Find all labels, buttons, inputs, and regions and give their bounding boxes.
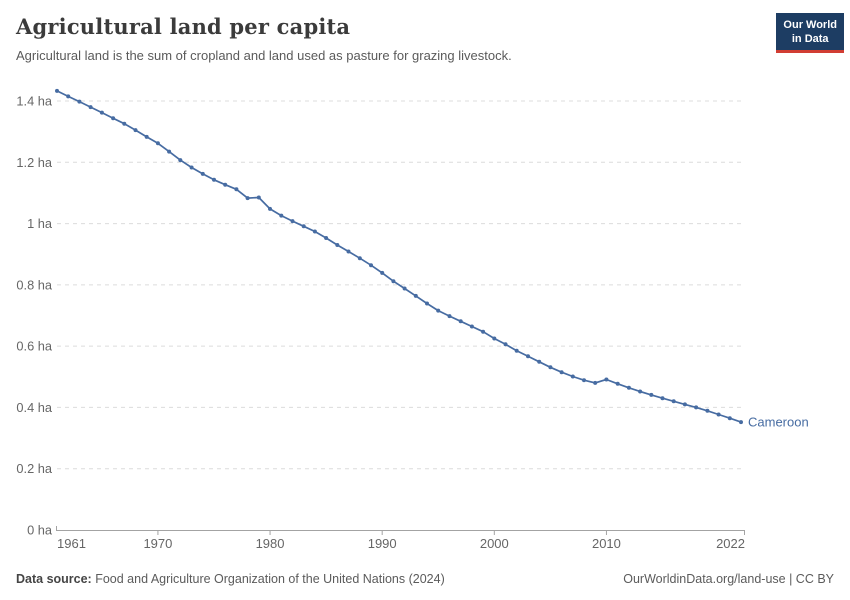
data-point (548, 365, 553, 370)
y-axis-tick-label: 0.6 ha (16, 339, 52, 354)
data-line (56, 90, 742, 423)
data-point (593, 380, 598, 385)
owid-logo-line2: in Data (791, 33, 829, 46)
x-axis-tick-label: 1990 (368, 536, 397, 551)
data-point (133, 128, 138, 133)
data-point (357, 256, 362, 261)
x-axis-tick-label: 1961 (57, 536, 86, 551)
data-point (99, 110, 104, 115)
data-point (391, 279, 396, 284)
data-point (526, 354, 530, 359)
data-point (301, 224, 306, 229)
x-axis-tick-label: 2010 (592, 536, 621, 551)
y-axis-tick-label: 1.2 ha (16, 155, 52, 170)
chart-header: Agricultural land per capita Agricultura… (16, 14, 760, 65)
data-point (155, 141, 160, 146)
data-point (570, 374, 575, 379)
data-point (425, 301, 429, 306)
x-axis-tick-label: 1980 (256, 536, 285, 551)
data-point (200, 171, 205, 176)
data-point (279, 213, 284, 218)
data-point (503, 342, 508, 347)
data-point (144, 134, 149, 139)
page-title: Agricultural land per capita (16, 14, 351, 39)
data-point (469, 324, 474, 329)
data-point (458, 319, 463, 324)
data-source: Data source: Food and Agriculture Organi… (16, 572, 445, 586)
data-point (660, 396, 665, 401)
data-point (559, 370, 564, 375)
data-point (413, 293, 418, 298)
data-point (223, 182, 228, 187)
data-point (727, 416, 732, 421)
data-point (290, 219, 295, 224)
data-source-label: Data source: (16, 572, 92, 586)
series-end-label: Cameroon (748, 415, 809, 430)
data-point (671, 399, 676, 404)
data-point (447, 314, 452, 319)
data-point (335, 243, 340, 247)
data-point (122, 121, 127, 126)
data-point (66, 94, 71, 99)
data-point (481, 329, 486, 334)
y-axis-tick-label: 1 ha (27, 216, 53, 231)
data-source-text: Food and Agriculture Organization of the… (95, 572, 445, 586)
y-axis-tick-label: 0.8 ha (16, 277, 52, 292)
data-point (324, 236, 329, 240)
owid-logo-line1: Our World (783, 19, 837, 31)
data-point (436, 308, 441, 313)
data-point (380, 270, 385, 275)
data-point (649, 392, 654, 397)
data-point (626, 385, 631, 390)
owid-logo[interactable]: Our World in Data (776, 13, 844, 53)
chart-footer: Data source: Food and Agriculture Organi… (16, 572, 834, 586)
data-point (582, 378, 586, 383)
line-chart-svg: 0 ha 0.2 ha 0.4 ha 0.6 ha 0.8 ha 1 ha 1.2 ha 1.… (16, 88, 809, 551)
data-point (694, 405, 699, 410)
data-point (111, 116, 116, 121)
y-axis-tick-label: 0.2 ha (16, 461, 52, 476)
data-point (256, 195, 261, 200)
x-axis-tick-label: 2000 (480, 536, 509, 551)
chart-subtitle: Agricultural land is the sum of cropland… (16, 48, 512, 63)
data-point (402, 286, 407, 291)
data-point (167, 149, 172, 154)
data-point (537, 359, 542, 364)
y-axis-tick-label: 1.4 ha (16, 94, 52, 109)
data-point (212, 177, 216, 182)
data-point (189, 165, 194, 170)
data-point (705, 408, 710, 413)
data-point (77, 99, 82, 104)
data-point (369, 263, 373, 268)
data-point (514, 348, 519, 353)
y-axis-tick-label: 0 ha (27, 523, 53, 538)
y-axis-tick-label: 0.4 ha (16, 400, 52, 415)
credit-link[interactable]: OurWorldinData.org/land-use | CC BY (623, 572, 834, 586)
data-point (682, 402, 687, 407)
x-axis-tick-label: 2022 (716, 536, 745, 551)
data-point (88, 105, 93, 110)
x-axis-tick-label: 1970 (143, 536, 172, 551)
data-point (55, 88, 59, 93)
data-point (268, 206, 272, 211)
data-point (178, 158, 183, 163)
data-point (312, 229, 317, 234)
data-point (638, 389, 643, 394)
data-point (245, 196, 250, 201)
data-point (604, 377, 609, 382)
data-point (234, 187, 239, 192)
data-point (739, 420, 743, 425)
data-point (492, 336, 497, 341)
chart-area: 0 ha 0.2 ha 0.4 ha 0.6 ha 0.8 ha 1 ha 1.2 ha 1.… (0, 80, 850, 558)
data-point (716, 412, 721, 417)
data-point (346, 249, 351, 254)
data-point (615, 381, 620, 386)
